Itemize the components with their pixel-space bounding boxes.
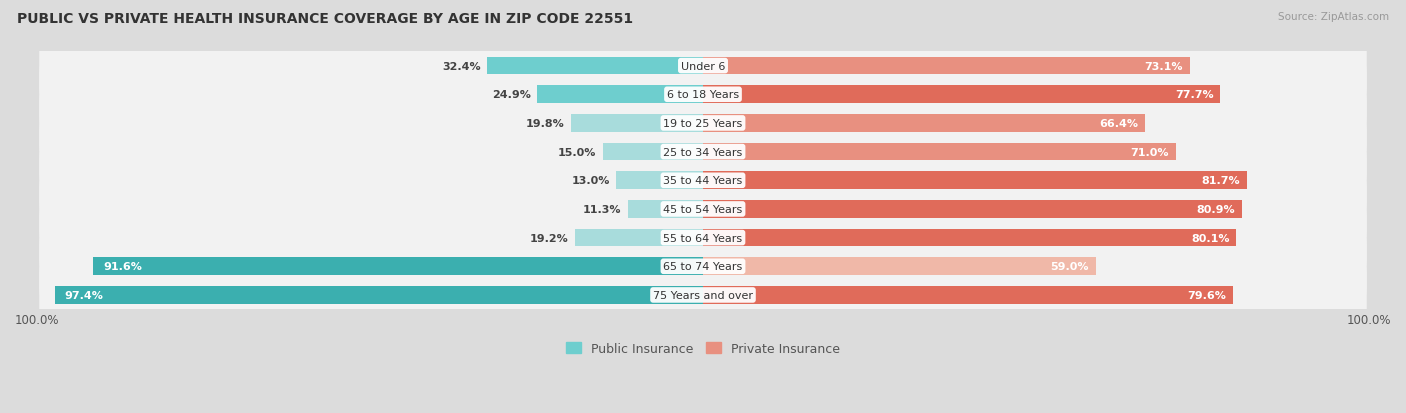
FancyBboxPatch shape: [39, 119, 1367, 185]
Bar: [703, 258, 1095, 275]
Text: 15.0%: 15.0%: [558, 147, 596, 157]
Text: 97.4%: 97.4%: [65, 290, 104, 300]
FancyBboxPatch shape: [39, 262, 1367, 328]
FancyBboxPatch shape: [39, 233, 1367, 300]
Text: Under 6: Under 6: [681, 62, 725, 71]
FancyBboxPatch shape: [39, 33, 1367, 100]
Bar: [575, 229, 703, 247]
Text: 24.9%: 24.9%: [492, 90, 530, 100]
Text: 71.0%: 71.0%: [1130, 147, 1168, 157]
Bar: [603, 143, 703, 161]
Bar: [93, 258, 703, 275]
Bar: [703, 115, 1144, 133]
Text: 55 to 64 Years: 55 to 64 Years: [664, 233, 742, 243]
Bar: [703, 143, 1175, 161]
Text: 91.6%: 91.6%: [103, 262, 142, 272]
Bar: [488, 57, 703, 75]
Text: 13.0%: 13.0%: [571, 176, 610, 186]
Text: 32.4%: 32.4%: [441, 62, 481, 71]
Text: 66.4%: 66.4%: [1099, 119, 1139, 128]
Bar: [571, 115, 703, 133]
Bar: [616, 172, 703, 190]
FancyBboxPatch shape: [39, 205, 1367, 271]
FancyBboxPatch shape: [39, 90, 1367, 157]
Bar: [537, 86, 703, 104]
Text: Source: ZipAtlas.com: Source: ZipAtlas.com: [1278, 12, 1389, 22]
FancyBboxPatch shape: [39, 62, 1367, 128]
Text: 11.3%: 11.3%: [582, 204, 621, 214]
Text: 80.9%: 80.9%: [1197, 204, 1234, 214]
Text: 45 to 54 Years: 45 to 54 Years: [664, 204, 742, 214]
Text: PUBLIC VS PRIVATE HEALTH INSURANCE COVERAGE BY AGE IN ZIP CODE 22551: PUBLIC VS PRIVATE HEALTH INSURANCE COVER…: [17, 12, 633, 26]
Bar: [703, 286, 1233, 304]
Text: 59.0%: 59.0%: [1050, 262, 1090, 272]
Text: 6 to 18 Years: 6 to 18 Years: [666, 90, 740, 100]
Text: 19.2%: 19.2%: [530, 233, 568, 243]
Text: 79.6%: 79.6%: [1188, 290, 1226, 300]
Bar: [703, 57, 1189, 75]
Text: 19 to 25 Years: 19 to 25 Years: [664, 119, 742, 128]
FancyBboxPatch shape: [39, 176, 1367, 242]
Text: 65 to 74 Years: 65 to 74 Years: [664, 262, 742, 272]
Bar: [703, 229, 1236, 247]
Text: 73.1%: 73.1%: [1144, 62, 1182, 71]
Legend: Public Insurance, Private Insurance: Public Insurance, Private Insurance: [561, 337, 845, 360]
Bar: [55, 286, 703, 304]
Text: 80.1%: 80.1%: [1191, 233, 1230, 243]
Bar: [627, 201, 703, 218]
FancyBboxPatch shape: [39, 148, 1367, 214]
Bar: [703, 172, 1247, 190]
Text: 35 to 44 Years: 35 to 44 Years: [664, 176, 742, 186]
Text: 25 to 34 Years: 25 to 34 Years: [664, 147, 742, 157]
Bar: [703, 86, 1220, 104]
Text: 81.7%: 81.7%: [1202, 176, 1240, 186]
Text: 19.8%: 19.8%: [526, 119, 565, 128]
Bar: [703, 201, 1241, 218]
Text: 77.7%: 77.7%: [1175, 90, 1213, 100]
Text: 75 Years and over: 75 Years and over: [652, 290, 754, 300]
